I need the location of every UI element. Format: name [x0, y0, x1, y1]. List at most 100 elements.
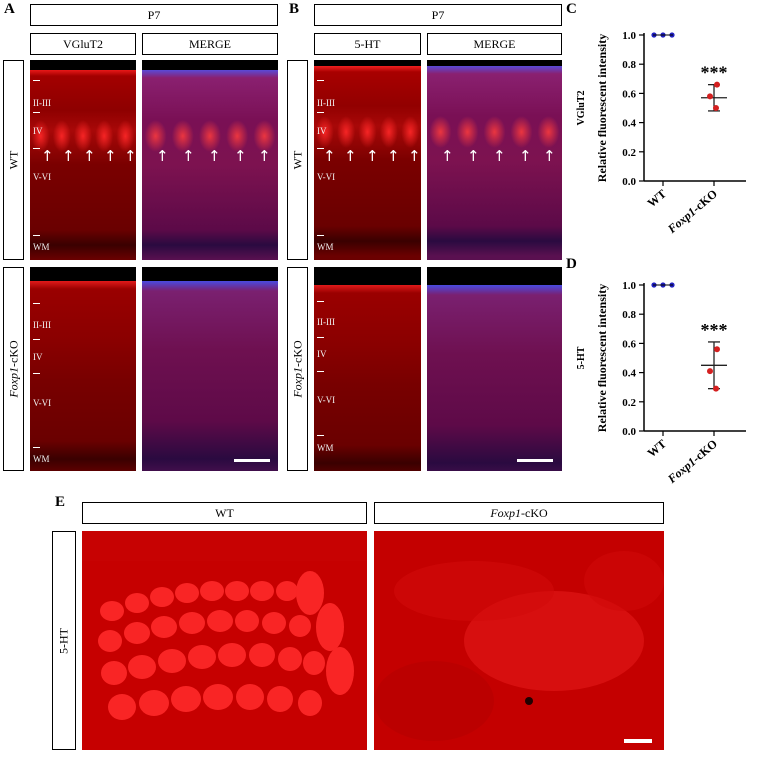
- layer-tick: [317, 80, 324, 81]
- panel-b-age-header: P7: [314, 4, 562, 26]
- up-arrow-icon: ↑: [258, 147, 271, 165]
- layer-tick: [317, 235, 324, 236]
- layer-label: V-VI: [33, 398, 52, 408]
- up-arrow-icon: ↑: [41, 147, 54, 165]
- panel-label-a: A: [4, 1, 15, 17]
- data-point-ko: [707, 368, 713, 375]
- significance-stars: ***: [701, 63, 728, 83]
- layer-tick: [317, 435, 324, 436]
- y-axis-marker-label: 5-HT: [576, 346, 587, 369]
- y-tick-label: 0.4: [622, 118, 636, 130]
- data-point-ko: [714, 81, 720, 88]
- layer-label: V-VI: [33, 172, 52, 182]
- y-tick-label: 1.0: [622, 30, 636, 42]
- layer-tick: [317, 301, 324, 302]
- micrograph-b-ko-5ht: II-III IV V-VI WM: [314, 267, 421, 471]
- layer-label: IV: [317, 349, 327, 359]
- layer-label: II-III: [317, 317, 335, 327]
- y-tick-label: 0.8: [622, 309, 636, 321]
- micrograph-a-ko-merge: [142, 267, 278, 471]
- y-tick-label: 1.0: [622, 280, 636, 292]
- layer-label: IV: [33, 126, 43, 136]
- layer-tick: [317, 337, 324, 338]
- panel-label-e: E: [55, 494, 66, 510]
- ko-field: [374, 531, 664, 750]
- up-arrow-icon: ↑: [493, 147, 506, 165]
- x-tick-label: Foxp1-cKO: [664, 437, 720, 487]
- layer-label: V-VI: [317, 395, 336, 405]
- micrograph-e-ko: [374, 531, 664, 750]
- chart-d: Relative fluorescent intensity 5-HT 0.0 0.2…: [576, 280, 746, 487]
- panel-e-row-label: 5-HT: [56, 627, 71, 654]
- layer-tick: [33, 339, 40, 340]
- panel-a-row-wt-label: WT: [6, 150, 20, 170]
- micrograph-b-wt-5ht: II-III IV V-VI WM ↑ ↑ ↑ ↑ ↑: [314, 60, 421, 260]
- y-tick-label: 0.4: [622, 368, 636, 380]
- panel-label-b: B: [289, 1, 300, 17]
- data-point-ko: [714, 346, 720, 353]
- panel-b-row-wt-label: WT: [290, 150, 304, 170]
- x-tick-label-suffix: -cKO: [689, 187, 719, 216]
- panel-a-row-wt: WT: [3, 60, 24, 260]
- scale-bar: [624, 739, 652, 743]
- y-tick-label: 0.6: [622, 338, 636, 350]
- y-tick-label: 0.6: [622, 88, 636, 100]
- layer-tick: [33, 112, 40, 113]
- x-tick-label: WT: [645, 187, 669, 211]
- up-arrow-icon: ↑: [408, 147, 421, 165]
- up-arrow-icon: ↑: [83, 147, 96, 165]
- layer-tick: [317, 112, 324, 113]
- scale-bar: [517, 459, 553, 462]
- micrograph-a-ko-vglut2: II-III IV V-VI WM: [30, 267, 136, 471]
- up-arrow-icon: ↑: [441, 147, 454, 165]
- layer-label: V-VI: [317, 172, 336, 182]
- data-point-ko: [713, 385, 719, 392]
- micrograph-a-wt-vglut2: II-III IV V-VI WM ↑ ↑ ↑ ↑ ↑: [30, 60, 136, 260]
- panel-a-merge-header: MERGE: [142, 33, 278, 55]
- micrograph-e-wt: [82, 531, 367, 750]
- y-tick-label: 0.8: [622, 59, 636, 71]
- panel-b-row-ko-label: Foxp1-cKO: [290, 340, 304, 398]
- layer-label: II-III: [317, 98, 335, 108]
- layer-tick: [33, 148, 40, 149]
- up-arrow-icon: ↑: [387, 147, 400, 165]
- panel-e-row: 5-HT: [52, 531, 76, 750]
- micrograph-a-wt-merge: ↑ ↑ ↑ ↑ ↑: [142, 60, 278, 260]
- panel-b-merge-header: MERGE: [427, 33, 562, 55]
- layer-tick: [33, 80, 40, 81]
- layer-tick: [33, 303, 40, 304]
- y-axis-marker-label: VGluT2: [576, 90, 587, 125]
- layer-label: II-III: [33, 320, 51, 330]
- layer-tick: [33, 373, 40, 374]
- up-arrow-icon: ↑: [104, 147, 117, 165]
- layer-tick: [317, 371, 324, 372]
- data-point-ko: [707, 93, 713, 100]
- y-axis-label: Relative fluorescent intensity: [595, 284, 609, 432]
- panel-b-row-ko: Foxp1-cKO: [287, 267, 308, 471]
- layer-label: IV: [33, 352, 43, 362]
- layer-label: II-III: [33, 98, 51, 108]
- panel-a-row-ko-label: Foxp1-cKO: [6, 340, 20, 398]
- y-tick-label: 0.0: [622, 426, 636, 438]
- up-arrow-icon: ↑: [62, 147, 75, 165]
- up-arrow-icon: ↑: [323, 147, 336, 165]
- x-tick-label-suffix: -cKO: [689, 437, 719, 466]
- up-arrow-icon: ↑: [467, 147, 480, 165]
- layer-label: WM: [33, 242, 50, 252]
- panel-a-stain-header: VGluT2: [30, 33, 136, 55]
- layer-label: IV: [317, 126, 327, 136]
- y-axis-label: Relative fluorescent intensity: [595, 34, 609, 182]
- up-arrow-icon: ↑: [156, 147, 169, 165]
- panel-e-wt-header: WT: [82, 502, 367, 524]
- up-arrow-icon: ↑: [124, 147, 136, 165]
- panel-a-age-header: P7: [30, 4, 278, 26]
- panel-e-ko-header: Foxp1 -cKO: [374, 502, 664, 524]
- layer-label: WM: [317, 443, 334, 453]
- up-arrow-icon: ↑: [366, 147, 379, 165]
- up-arrow-icon: ↑: [543, 147, 556, 165]
- layer-tick: [317, 148, 324, 149]
- up-arrow-icon: ↑: [519, 147, 532, 165]
- layer-tick: [33, 447, 40, 448]
- layer-label: WM: [33, 454, 50, 464]
- micrograph-b-wt-merge: ↑ ↑ ↑ ↑ ↑: [427, 60, 562, 260]
